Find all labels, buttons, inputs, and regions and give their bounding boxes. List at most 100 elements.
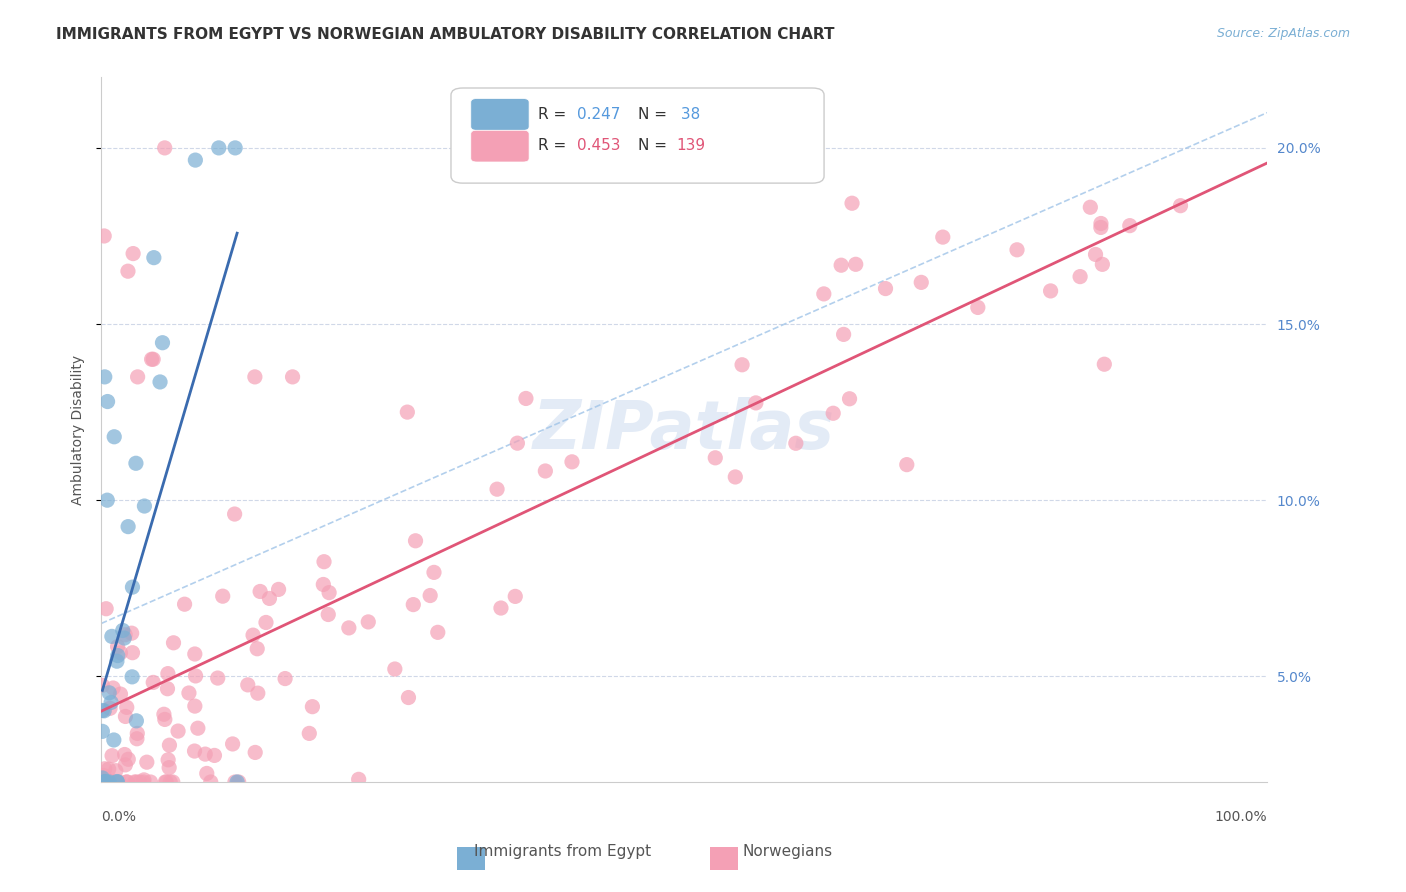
Point <box>114 709 136 723</box>
Point <box>236 678 259 692</box>
Point <box>211 589 233 603</box>
Point <box>195 766 218 780</box>
Point <box>153 707 176 722</box>
Point <box>183 744 205 758</box>
Point <box>101 775 124 789</box>
Point <box>204 748 226 763</box>
Point <box>125 456 148 470</box>
Point <box>423 566 446 580</box>
FancyBboxPatch shape <box>471 99 529 130</box>
Text: ZIPatlas: ZIPatlas <box>533 397 835 463</box>
Point <box>93 775 115 789</box>
Point <box>704 450 727 465</box>
Text: 0.247: 0.247 <box>576 106 620 121</box>
Point <box>875 282 897 296</box>
Point <box>249 584 271 599</box>
Point <box>125 775 148 789</box>
Point <box>506 436 529 450</box>
Point <box>187 721 209 735</box>
Point <box>402 598 425 612</box>
Point <box>101 681 124 695</box>
Point <box>142 251 165 265</box>
Text: N =: N = <box>637 138 666 153</box>
Point <box>357 615 380 629</box>
Point <box>149 375 172 389</box>
Point <box>1170 199 1192 213</box>
Point <box>93 775 115 789</box>
Point <box>94 370 117 384</box>
Point <box>94 775 117 789</box>
Point <box>121 646 143 660</box>
Text: R =: R = <box>538 138 567 153</box>
Point <box>224 141 246 155</box>
Text: R =: R = <box>538 106 567 121</box>
Point <box>1005 243 1028 257</box>
Text: 100.0%: 100.0% <box>1215 810 1267 824</box>
Point <box>173 597 195 611</box>
Point <box>157 761 180 775</box>
Point <box>111 624 134 638</box>
Point <box>105 654 128 668</box>
Text: 0.0%: 0.0% <box>101 810 136 824</box>
Text: 139: 139 <box>676 138 706 153</box>
Point <box>91 771 114 785</box>
Point <box>91 724 114 739</box>
Point <box>117 519 139 533</box>
Point <box>153 713 176 727</box>
Point <box>177 686 200 700</box>
Point <box>110 687 132 701</box>
Point <box>104 775 127 789</box>
Point <box>1078 200 1101 214</box>
Point <box>107 640 129 654</box>
Point <box>93 768 115 782</box>
FancyBboxPatch shape <box>471 130 529 162</box>
Point <box>128 775 150 789</box>
Point <box>98 686 121 700</box>
Point <box>121 626 143 640</box>
Point <box>910 276 932 290</box>
Point <box>101 775 124 789</box>
Point <box>823 406 845 420</box>
Point <box>896 458 918 472</box>
Point <box>101 748 124 763</box>
Point <box>157 753 180 767</box>
Point <box>114 628 136 642</box>
Point <box>316 607 339 622</box>
Y-axis label: Ambulatory Disability: Ambulatory Disability <box>72 355 86 505</box>
Point <box>115 775 138 789</box>
Point <box>115 700 138 714</box>
Point <box>838 392 860 406</box>
Point <box>534 464 557 478</box>
Point <box>103 733 125 747</box>
Point <box>267 582 290 597</box>
Point <box>114 757 136 772</box>
Point <box>103 430 125 444</box>
Point <box>167 724 190 739</box>
Point <box>93 775 115 789</box>
Point <box>489 601 512 615</box>
Point <box>125 714 148 728</box>
Point <box>159 738 181 752</box>
Point <box>127 726 149 740</box>
Point <box>184 699 207 714</box>
Point <box>121 670 143 684</box>
Point <box>162 775 184 789</box>
Point <box>105 774 128 789</box>
Point <box>108 775 131 789</box>
Point <box>301 699 323 714</box>
Point <box>184 153 207 167</box>
Point <box>832 327 855 342</box>
Point <box>184 647 207 661</box>
Point <box>246 641 269 656</box>
Point <box>162 636 184 650</box>
Point <box>208 141 231 155</box>
Point <box>98 775 121 789</box>
Text: 38: 38 <box>676 106 700 121</box>
Point <box>561 455 583 469</box>
Point <box>242 628 264 642</box>
Point <box>98 701 121 715</box>
Point <box>93 762 115 776</box>
Point <box>312 577 335 591</box>
Point <box>91 678 114 692</box>
Point <box>724 470 747 484</box>
